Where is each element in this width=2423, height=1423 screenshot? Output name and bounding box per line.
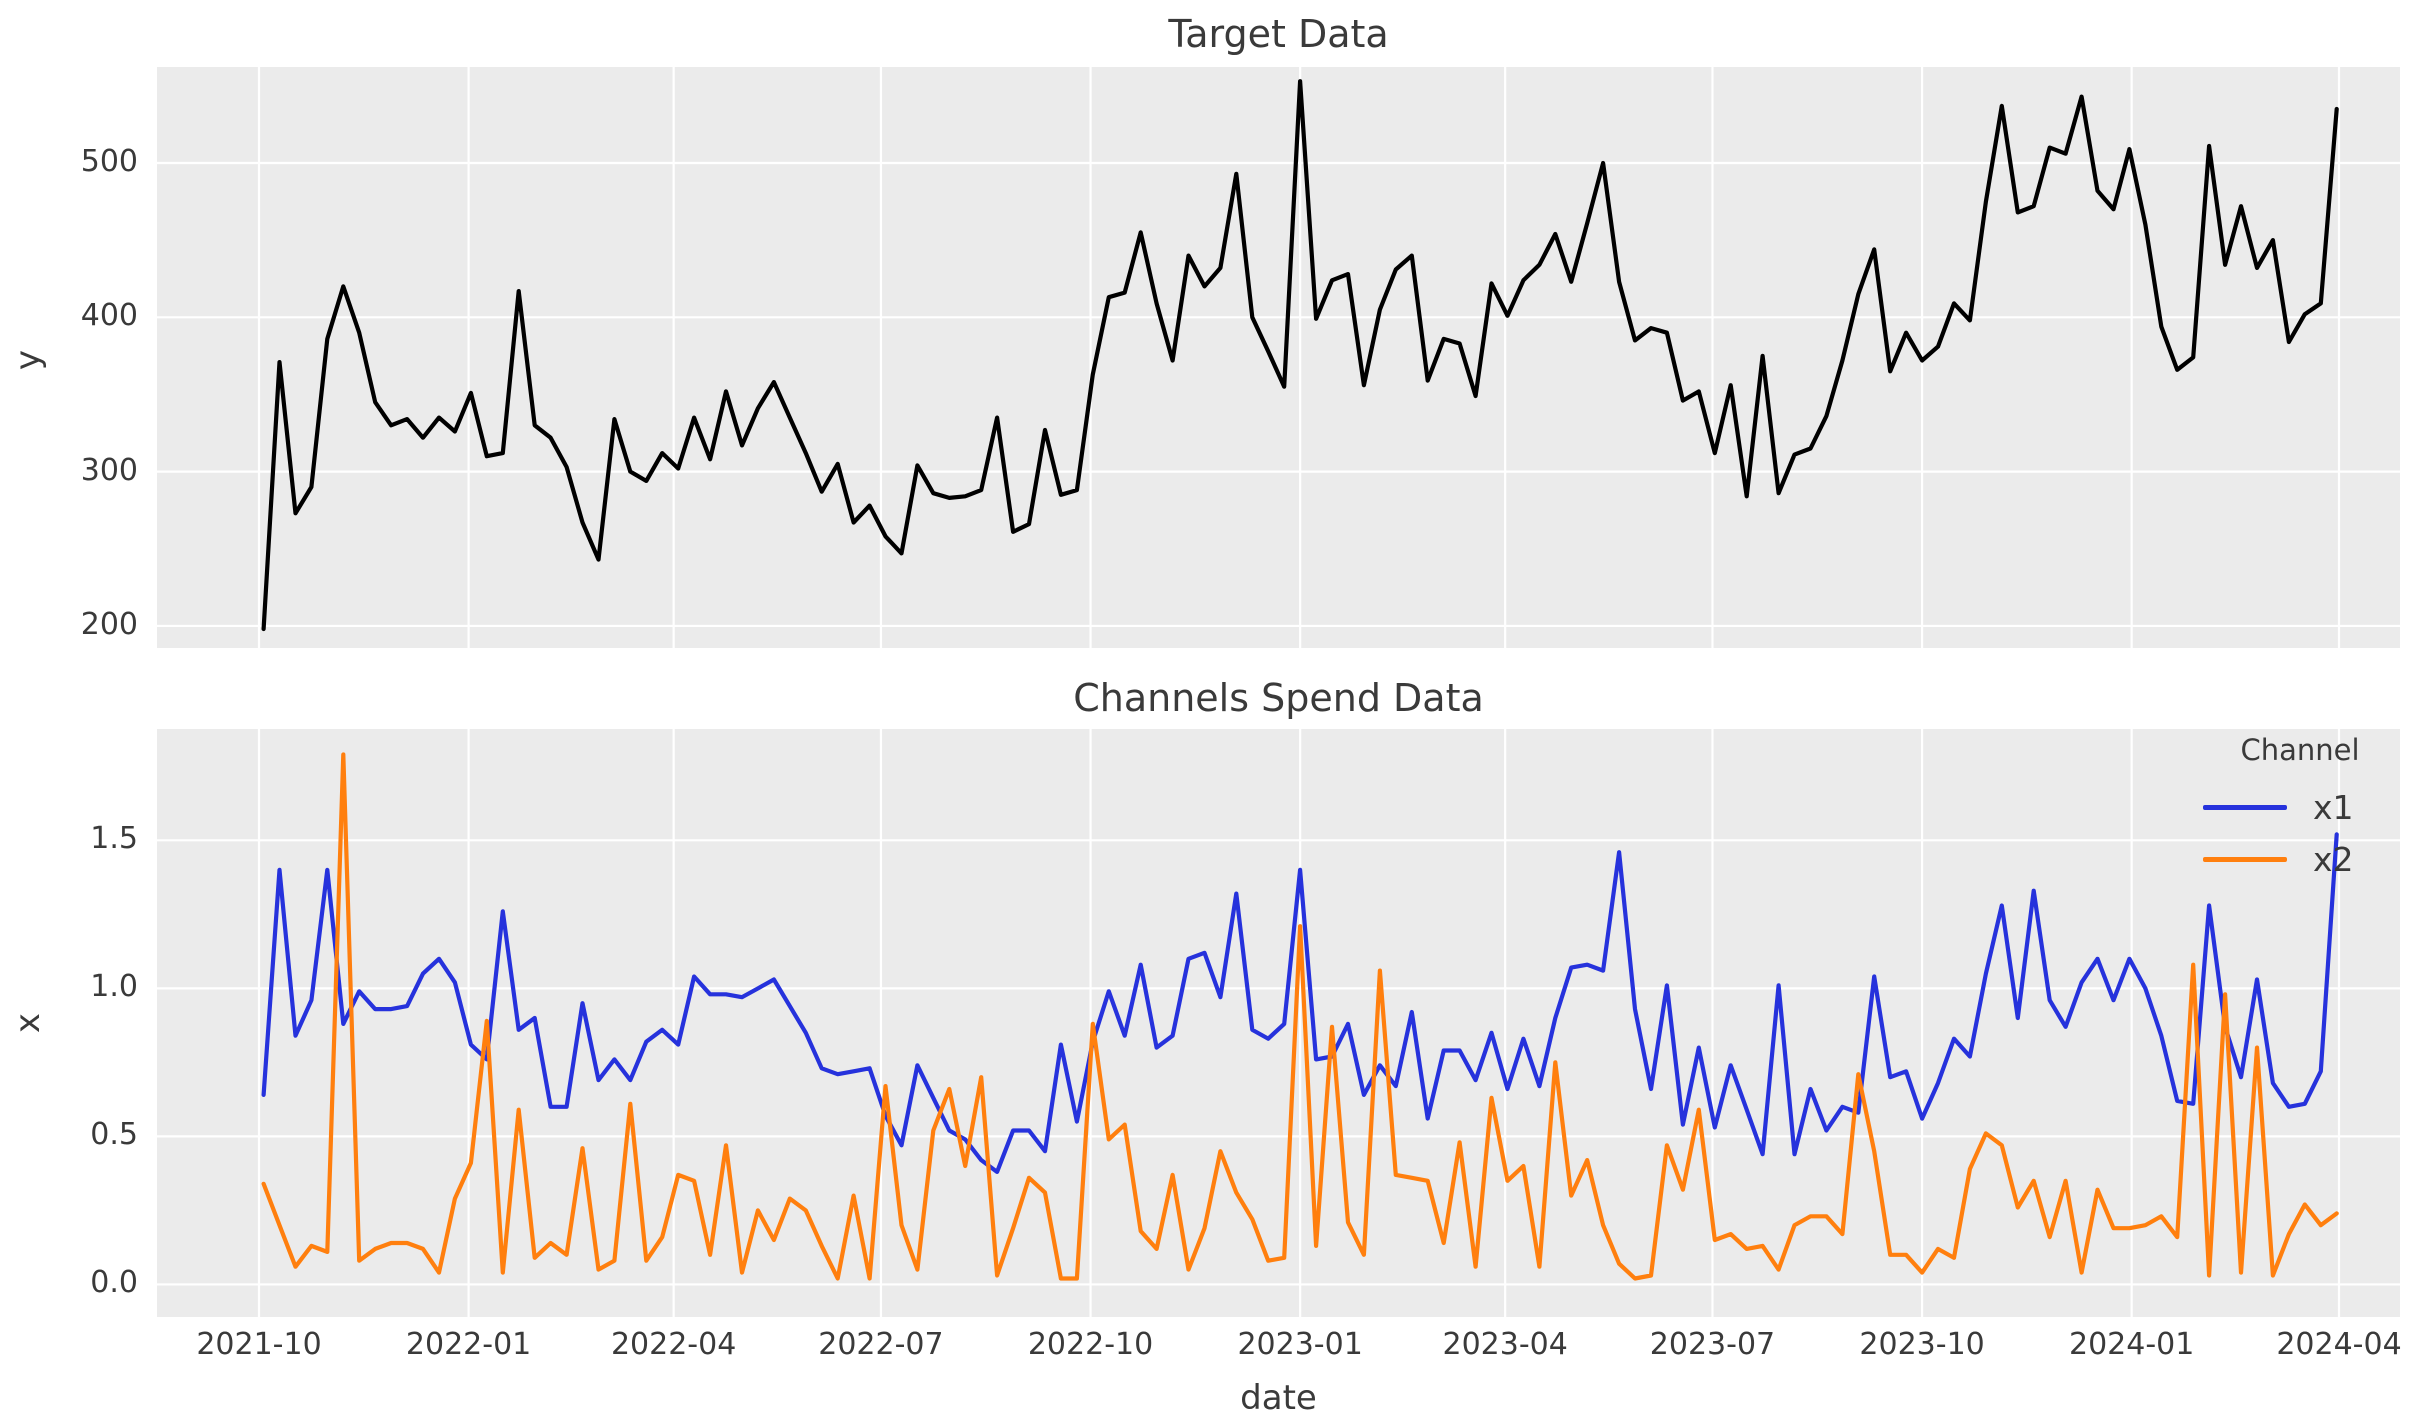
y-tick-label-300: 300 <box>80 452 138 488</box>
legend-label-x2: x2 <box>2313 839 2354 879</box>
x-tick-label-2021-10: 2021-10 <box>196 1327 322 1362</box>
bottom-y-axis-label: x <box>8 1012 49 1034</box>
x2-line-swatch <box>2203 856 2287 862</box>
legend-title: Channel <box>2240 733 2360 767</box>
legend-label-x1: x1 <box>2313 787 2354 827</box>
bottom-chart-title: Channels Spend Data <box>1073 676 1484 720</box>
series-line-x1 <box>261 832 2339 1175</box>
x-tick-label-2022-07: 2022-07 <box>818 1327 944 1362</box>
x-tick-label-2023-01: 2023-01 <box>1237 1327 1363 1362</box>
x-tick-label-2023-04: 2023-04 <box>1442 1327 1568 1362</box>
x-tick-label-2022-10: 2022-10 <box>1027 1327 1154 1362</box>
legend-entry-x2: x2 <box>2185 833 2415 885</box>
x1-line-swatch <box>2203 804 2287 810</box>
series-line-x2 <box>261 752 2339 1281</box>
x-tick-label-2022-01: 2022-01 <box>405 1327 532 1362</box>
x-tick-label-2023-10: 2023-10 <box>1859 1327 1985 1362</box>
top-y-axis-label: y <box>8 349 49 371</box>
series-line-y <box>261 79 2339 632</box>
y-tick-label-0.5: 0.5 <box>90 1117 138 1153</box>
legend: Channel x1 x2 <box>2185 733 2415 885</box>
x-axis-label: date <box>1240 1378 1317 1418</box>
x-tick-label-2024-01: 2024-01 <box>2068 1327 2195 1362</box>
x-tick-label-2024-04: 2024-04 <box>2276 1327 2402 1362</box>
y-tick-label-0.0: 0.0 <box>90 1265 138 1301</box>
x-tick-label-2023-07: 2023-07 <box>1649 1327 1776 1362</box>
y-tick-label-1.0: 1.0 <box>90 969 138 1005</box>
legend-entry-x1: x1 <box>2185 781 2415 833</box>
y-tick-label-400: 400 <box>80 298 138 334</box>
top-chart-title: Target Data <box>1168 12 1389 56</box>
y-tick-label-200: 200 <box>80 606 138 642</box>
y-tick-label-1.5: 1.5 <box>90 821 138 857</box>
x-tick-label-2022-04: 2022-04 <box>610 1327 737 1362</box>
y-tick-label-500: 500 <box>80 143 138 179</box>
